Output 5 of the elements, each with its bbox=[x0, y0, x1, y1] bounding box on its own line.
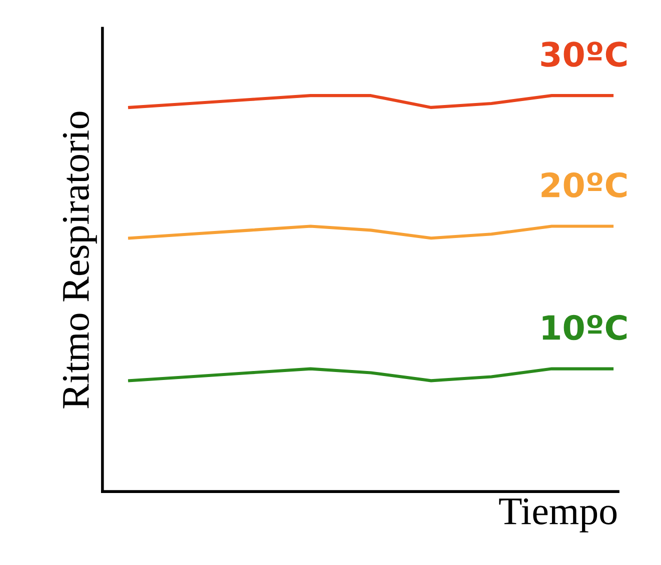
series-label: 10ºC bbox=[542, 314, 627, 340]
series-label: 30ºC bbox=[541, 42, 627, 67]
y-axis-title: Ritmo Respiratorio bbox=[62, 112, 97, 408]
series-label: 20ºC bbox=[542, 172, 627, 198]
x-axis-title: Tiempo bbox=[499, 498, 617, 532]
